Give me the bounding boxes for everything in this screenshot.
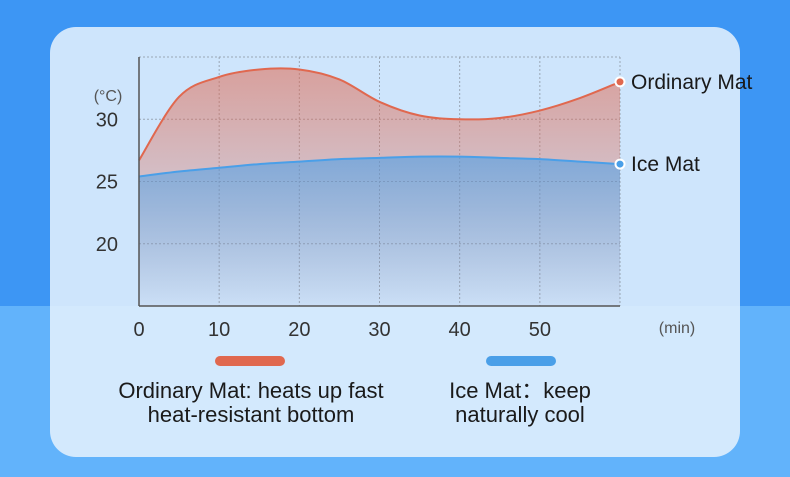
x-tick-label: 10 — [208, 319, 230, 341]
x-axis-label: (min) — [659, 320, 695, 337]
series-label-ice-mat: Ice Mat — [631, 153, 700, 176]
x-tick-label: 20 — [288, 319, 310, 341]
series-areas — [138, 67, 621, 306]
x-tick-label: 50 — [529, 319, 551, 341]
legend-text-ordinary: Ordinary Mat: heats up fast heat-resista… — [118, 378, 384, 427]
y-tick-label: 25 — [96, 172, 118, 194]
x-tick-label: 30 — [368, 319, 390, 341]
x-tick-label: 40 — [449, 319, 471, 341]
tick-labels: 0 10 20 30 40 50 20 25 30 — [96, 109, 551, 341]
series-markers: Ordinary Mat Ice Mat — [614, 71, 753, 176]
axes — [138, 57, 620, 307]
series-line-ordinary-mat — [138, 67, 621, 161]
series-label-ordinary-mat: Ordinary Mat — [631, 71, 753, 94]
series-area-ice-mat — [139, 156, 620, 306]
y-axis-label: (°C) — [94, 88, 123, 105]
series-end-point-ice-mat — [614, 158, 626, 170]
series-line-ice-mat — [138, 155, 621, 178]
legend-text-ice: Ice Mat：keep naturally cool — [449, 378, 591, 427]
y-tick-label: 30 — [96, 109, 118, 131]
y-tick-label: 20 — [96, 234, 118, 256]
legend-swatch-ice — [486, 356, 556, 366]
x-tick-label: 0 — [133, 319, 144, 341]
legend-swatch-ordinary — [215, 356, 285, 366]
series-end-point-ordinary-mat — [614, 76, 626, 88]
